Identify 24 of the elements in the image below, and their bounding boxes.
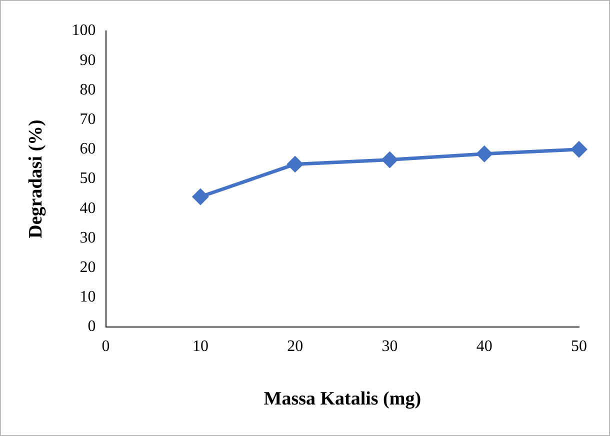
y-tick-label: 90	[80, 52, 96, 69]
point	[571, 142, 587, 158]
y-tick-label: 60	[80, 140, 96, 158]
y-tick-label: 0	[88, 318, 96, 336]
point	[192, 189, 208, 205]
point	[476, 146, 492, 162]
x-tick-label: 10	[192, 338, 208, 355]
y-tick-label: 70	[80, 111, 96, 128]
y-tick-label: 100	[72, 22, 96, 40]
y-tick-label: 20	[80, 259, 96, 276]
y-axis-title: Degradasi (%)	[25, 120, 46, 238]
y-tick-label: 40	[80, 200, 96, 217]
x-tick-label: 50	[571, 338, 587, 355]
y-tick-label: 80	[80, 81, 96, 98]
x-tick-label: 30	[382, 338, 398, 355]
x-tick-label: 40	[476, 338, 492, 355]
x-tick-label: 20	[287, 338, 304, 355]
y-tick-label: 10	[80, 288, 96, 306]
point	[382, 152, 398, 168]
y-tick-label: 50	[80, 170, 96, 188]
x-tick-label: 0	[102, 338, 110, 355]
y-tick-label: 30	[80, 229, 96, 246]
x-axis-title: Massa Katalis (mg)	[264, 388, 422, 410]
point	[287, 156, 303, 172]
